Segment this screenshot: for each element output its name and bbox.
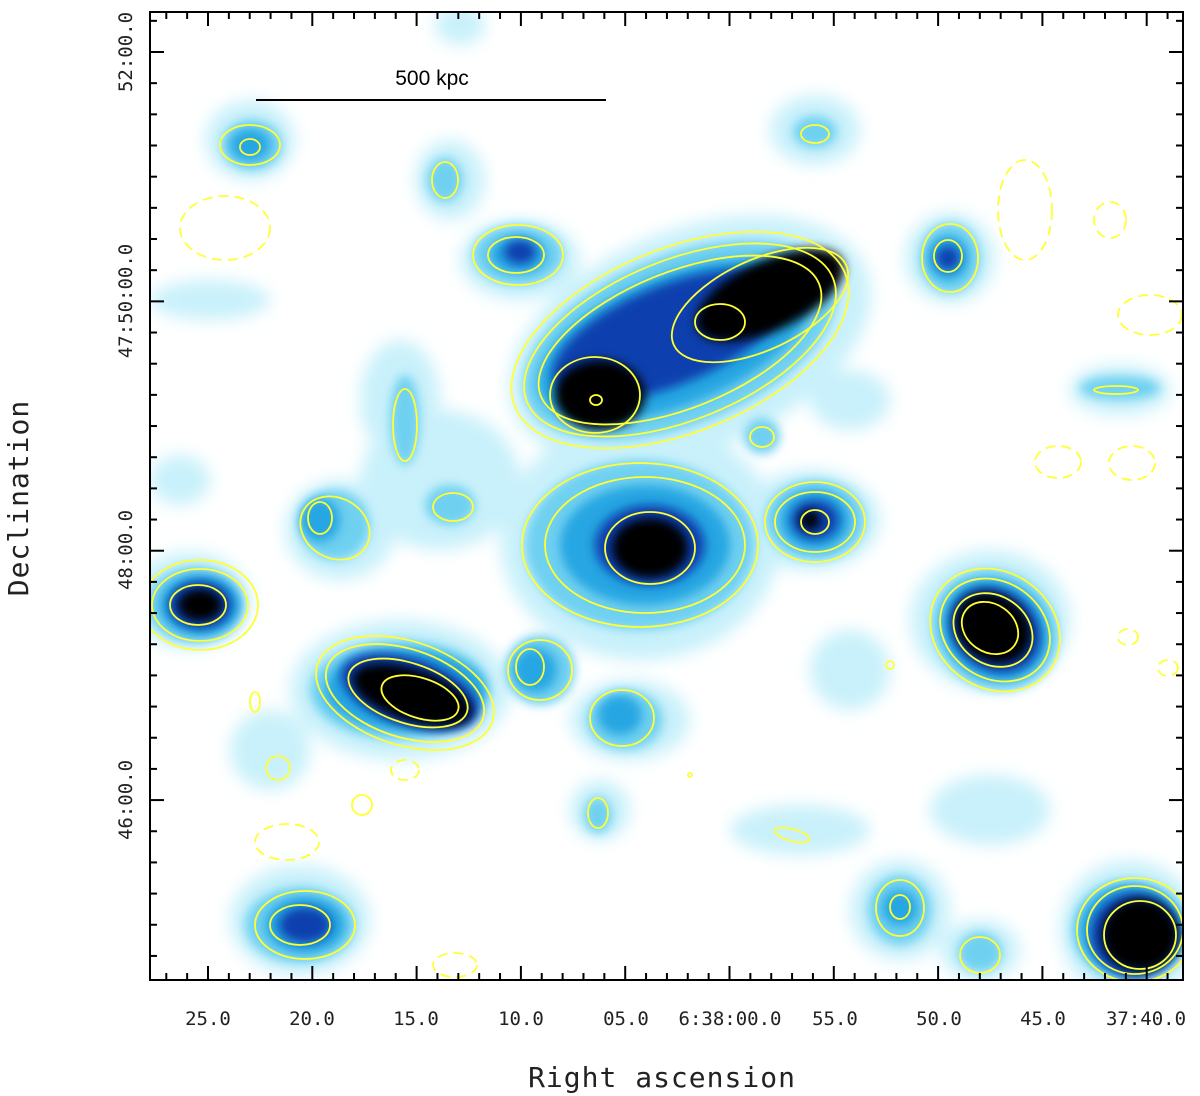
- x-tick-label: 10.0: [498, 1008, 544, 1030]
- x-tick-label: 37:40.0: [1106, 1008, 1186, 1030]
- peak-emission: [178, 248, 1178, 971]
- y-tick-label: 47:50:00.0: [115, 244, 137, 358]
- y-tick-label: 52:00.0: [115, 12, 137, 92]
- plot-frame: [149, 11, 1184, 981]
- contours: [150, 124, 1183, 980]
- x-tick-label: 20.0: [289, 1008, 335, 1030]
- y-tick-label: 46:00.0: [115, 760, 137, 840]
- y-tick-label: 48:00.0: [115, 510, 137, 590]
- scale-bar: 500 kpc: [256, 67, 606, 101]
- x-axis-title: Right ascension: [528, 1061, 796, 1094]
- x-tick-label: 55.0: [812, 1008, 858, 1030]
- x-tick-label: 15.0: [393, 1008, 439, 1030]
- x-tick-label: 50.0: [916, 1008, 962, 1030]
- x-tick-label: 6:38:00.0: [679, 1008, 782, 1030]
- x-tick-label: 45.0: [1020, 1008, 1066, 1030]
- intensity-map: [150, 12, 1183, 980]
- scale-bar-label: 500 kpc: [395, 67, 469, 90]
- x-tick-label: 25.0: [185, 1008, 231, 1030]
- x-tick-labels: 25.0 20.0 15.0 10.0 05.0 6:38:00.0 55.0 …: [185, 1008, 1186, 1030]
- y-tick-labels: 52:00.0 47:50:00.0 48:00.0 46:00.0: [115, 12, 137, 840]
- x-tick-label: 05.0: [603, 1008, 649, 1030]
- y-axis-title: Declination: [2, 400, 35, 596]
